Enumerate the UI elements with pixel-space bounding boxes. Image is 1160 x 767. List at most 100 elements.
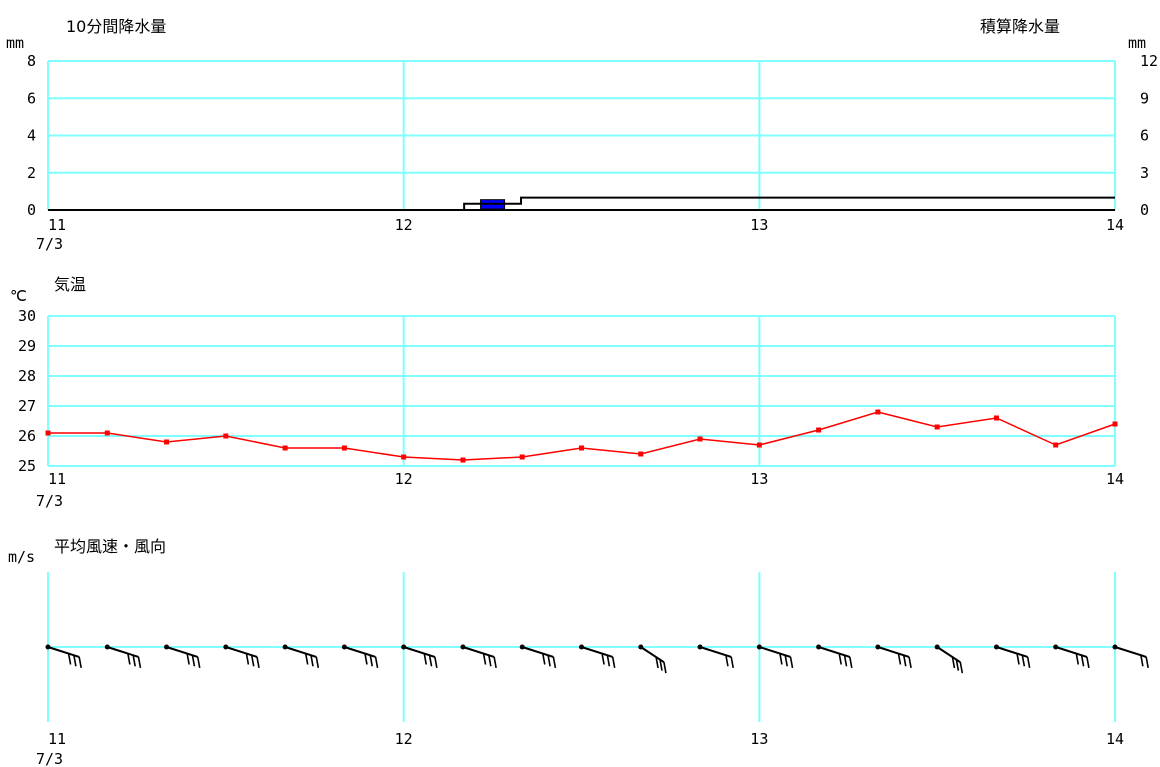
wind-barb-feather	[245, 653, 250, 665]
wind-barb-feather	[191, 655, 196, 667]
wind-barb	[993, 644, 1031, 669]
temperature-point	[104, 430, 110, 436]
wind-barb-origin	[401, 644, 407, 650]
x-tick-label: 13	[750, 730, 768, 748]
temperature-point	[756, 442, 762, 448]
y-tick-label: 30	[18, 307, 36, 325]
wind-barb-origin	[993, 644, 999, 650]
wind-barb-feather	[67, 653, 72, 665]
wind-barb-feather	[364, 653, 368, 665]
wind-barb-feather	[843, 655, 848, 667]
temp-ylabel: ℃	[10, 287, 27, 305]
wind-ylabel: m/s	[8, 548, 35, 566]
wind-barb-feather	[256, 656, 260, 669]
precip-title-right: 積算降水量	[980, 17, 1060, 36]
cumulative-line	[48, 196, 1115, 211]
wind-barb-feather	[1080, 655, 1085, 667]
precip-ylabel: mm	[6, 34, 24, 52]
temperature-point	[341, 445, 347, 451]
wind-barb-feather	[730, 656, 735, 669]
x-tick-label: 11	[48, 730, 66, 748]
wind-barb-origin	[104, 644, 110, 650]
temperature-point	[401, 454, 407, 460]
temp-marks	[45, 409, 1118, 463]
y-tick-label-right: 0	[1140, 201, 1149, 219]
temperature-point	[638, 451, 644, 457]
temperature-chart: 気温 ℃ 25 26 27 28 29 30 11 12 13 14 7/3	[10, 275, 1124, 510]
wind-barb-feather	[552, 656, 557, 669]
x-tick-label: 14	[1106, 216, 1124, 234]
precip-date-label: 7/3	[36, 235, 63, 253]
y-tick-label: 0	[27, 201, 36, 219]
temperature-point	[1112, 421, 1118, 427]
wind-barb-feather	[127, 653, 131, 665]
wind-barb-feather	[482, 653, 487, 665]
wind-barb-feather	[423, 653, 428, 665]
wind-barb-feather	[601, 653, 605, 665]
x-tick-label: 11	[48, 216, 66, 234]
wind-barb-feather	[1140, 655, 1144, 667]
wind-barb	[341, 644, 379, 669]
wind-barb-origin	[579, 644, 584, 650]
wind-barb-feather	[186, 653, 190, 665]
temperature-point	[875, 409, 881, 415]
wind-barb-feather	[1145, 656, 1149, 669]
wind-barb-feather	[434, 656, 438, 669]
wind-barb-feather	[78, 656, 82, 669]
x-tick-label: 13	[750, 216, 768, 234]
x-tick-label: 14	[1106, 730, 1124, 748]
x-tick-label: 13	[750, 470, 768, 488]
wind-barb-feather	[196, 656, 201, 669]
wind-barb	[934, 644, 964, 674]
temperature-point	[223, 433, 229, 439]
temperature-point	[579, 445, 584, 451]
temp-grid	[47, 315, 1116, 467]
wind-barb-origin	[697, 644, 703, 650]
y-tick-label: 4	[27, 127, 36, 145]
wind-barb-feather	[959, 662, 964, 674]
wind-barb-origin	[282, 644, 288, 650]
wind-barb-feather	[488, 655, 492, 667]
wind-barb	[104, 644, 142, 669]
temperature-point	[1053, 442, 1059, 448]
wind-barb-origin	[519, 644, 525, 650]
x-tick-label: 12	[395, 470, 413, 488]
y-tick-label-right: 12	[1140, 52, 1158, 70]
wind-barb-feather	[611, 656, 616, 669]
y-tick-label: 25	[18, 457, 36, 475]
precip-grid	[47, 60, 1116, 210]
y-tick-label-right: 3	[1140, 164, 1149, 182]
wind-barb-feather	[849, 656, 853, 669]
y-tick-label: 29	[18, 337, 36, 355]
wind-barb-origin	[1053, 644, 1059, 650]
precip-x-ticks: 11 12 13 14	[48, 216, 1124, 234]
y-tick-label: 6	[27, 89, 36, 107]
wind-x-ticks: 11 12 13 14	[48, 730, 1124, 748]
wind-barb-origin	[223, 644, 229, 650]
temperature-point	[697, 436, 703, 442]
wind-barb	[1112, 644, 1149, 669]
wind-barb-feather	[1026, 656, 1031, 669]
wind-barb-feather	[304, 653, 309, 665]
wind-barb	[401, 644, 438, 669]
wind-barb-feather	[1016, 653, 1020, 665]
wind-barb-feather	[779, 653, 783, 665]
wind-barb-feather	[908, 656, 912, 669]
wind-barb-feather	[132, 655, 136, 667]
wind-barb-feather	[310, 655, 314, 667]
temperature-point	[934, 424, 940, 430]
wind-barb-feather	[725, 655, 729, 667]
y-tick-label: 8	[27, 52, 36, 70]
wind-barb-origin	[1112, 644, 1118, 650]
wind-barb	[756, 644, 794, 669]
x-tick-label: 12	[395, 216, 413, 234]
temperature-point	[816, 427, 822, 433]
wind-barb-feather	[1075, 653, 1080, 665]
y-tick-label: 2	[27, 164, 36, 182]
wind-marks	[45, 644, 1149, 674]
wind-barb-feather	[542, 653, 546, 665]
x-tick-label: 14	[1106, 470, 1124, 488]
wind-barb	[45, 644, 82, 669]
wind-barb	[816, 644, 853, 669]
